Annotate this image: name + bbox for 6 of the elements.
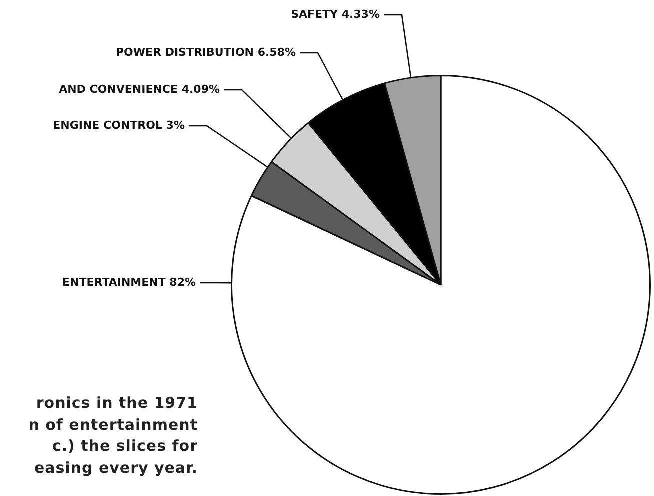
- text: ronics in the 1971 n of entertainment c.) the slices for easing every year.: [28, 393, 198, 478]
- slice-label: AND CONVENIENCE 4.09%: [59, 82, 220, 96]
- slice-label: ENTERTAINMENT 82%: [62, 276, 196, 289]
- slice-label: ENGINE CONTROL 3%: [53, 118, 185, 132]
- slice-label: SAFETY 4.33%: [291, 8, 380, 21]
- slice-label: POWER DISTRIBUTION 6.58%: [116, 46, 296, 59]
